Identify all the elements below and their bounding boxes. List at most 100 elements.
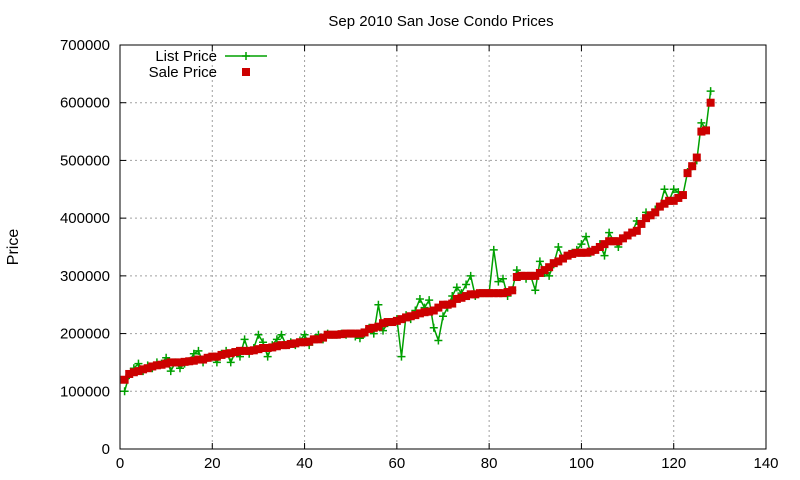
sale-price-point [558,254,567,263]
x-tick-label: 80 [481,455,498,472]
list-price-point [531,286,540,295]
list-price-point [600,251,609,260]
sale-price-point [665,196,674,205]
sale-price-point [642,214,651,223]
sale-price-point [595,243,604,251]
sale-price-point [411,311,420,320]
list-price-point [462,280,471,289]
sale-price-point [480,289,489,298]
sale-price-point [139,365,148,374]
sale-price-point [586,247,595,256]
list-price-point [263,352,272,361]
list-price-point [545,271,554,280]
sale-price-point [591,245,600,254]
x-tick-label: 0 [116,455,124,472]
sale-price-point [277,341,286,350]
axis-ticks: 0 20 40 60 80 100 120 140 0 100000 200000 300000 400… [60,37,779,472]
list-price-point [189,349,198,358]
sale-price-point [143,364,152,373]
legend-swatch-sale-price [242,68,250,76]
list-price-point [605,228,614,237]
sale-price-point [692,153,701,162]
list-price-point [512,266,521,275]
sale-price-point [577,248,586,257]
sale-price-point [157,360,166,369]
sale-price-point [166,358,175,367]
list-price-point [194,346,203,355]
x-tick-label: 120 [661,455,686,472]
plot-frame [119,44,767,450]
sale-price-point [268,343,277,352]
sale-price-point [259,344,268,352]
sale-price-point [342,329,351,338]
sale-price-point [600,240,609,249]
sale-price-point [212,352,221,361]
list-price-point [415,294,424,303]
list-price-point [489,245,498,254]
sale-price-point [300,338,309,347]
sale-price-point [171,358,180,367]
sale-price-point [425,307,434,316]
sale-price-point [572,248,581,257]
sale-price-point [305,337,314,346]
sale-price-point [549,259,558,268]
sale-price-point [337,330,346,339]
y-tick-label: 400000 [60,210,110,227]
sale-price-point [531,271,540,280]
sale-price-point [369,323,378,332]
sale-price-point [152,361,161,370]
sale-price-point [383,318,392,327]
x-tick-label: 40 [296,455,313,472]
sale-price-point [388,318,397,327]
y-tick-label: 500000 [60,152,110,169]
sale-price-point [189,356,198,365]
list-price-point [272,335,281,344]
sale-price-point [194,355,203,364]
list-price-point [120,387,129,396]
sale-price-point [429,306,438,315]
sale-price-point [563,251,572,260]
sale-price-point [309,335,318,344]
sale-price-point [702,126,711,135]
sale-price-point [328,330,337,339]
chart-title: Sep 2010 San Jose Condo Prices [328,13,553,30]
sale-price-point [678,191,687,200]
list-price-point [226,358,235,367]
sale-price-point [618,234,627,243]
list-price-point [439,312,447,321]
sale-price-point [222,349,231,358]
sale-price-point [628,228,637,237]
sale-price-point [415,309,424,318]
list-price-point [577,240,586,249]
x-tick-label: 20 [204,455,221,472]
sale-price-point [535,268,544,277]
sale-price-point [120,375,129,384]
sale-price-point [568,249,577,258]
sale-price-point [180,357,189,366]
sale-price-point [522,271,531,280]
sale-price-point [697,127,706,136]
sale-price-point [540,266,549,275]
sale-price-point [351,329,360,338]
list-price-point [379,326,388,335]
sale-price-point [614,237,623,246]
plot-border [119,44,767,450]
y-tick-label: 100000 [60,383,110,400]
list-price-point [300,330,309,339]
gridlines [120,45,766,449]
list-price-point [429,323,438,332]
sale-price-point [452,294,461,303]
sale-price-point [291,339,300,348]
sale-price-point [683,169,692,178]
sale-price-point [129,368,138,377]
x-tick-label: 100 [569,455,594,472]
sale-price-point [420,308,429,317]
sale-price-point [498,289,507,298]
list-price-point [582,232,591,241]
sale-price-point [272,342,281,351]
sale-price-point [646,211,655,220]
sale-price-point [199,355,208,364]
sale-price-point [605,237,614,246]
sale-price-point [443,300,452,309]
